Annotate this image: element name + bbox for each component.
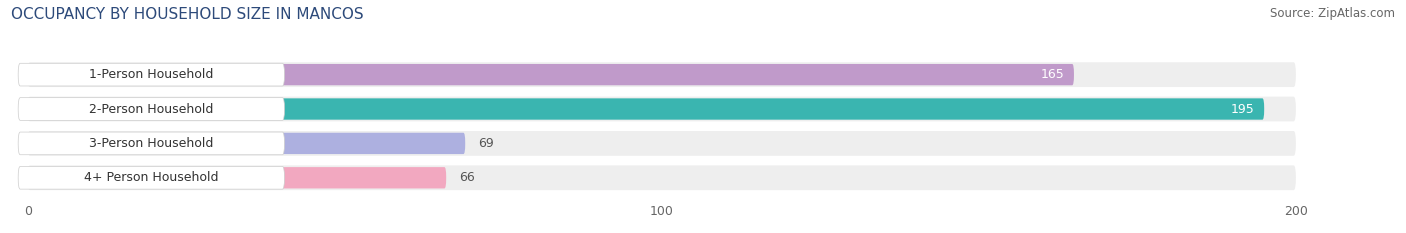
FancyBboxPatch shape bbox=[18, 166, 284, 189]
Text: 1-Person Household: 1-Person Household bbox=[89, 68, 214, 81]
FancyBboxPatch shape bbox=[18, 132, 284, 155]
Text: OCCUPANCY BY HOUSEHOLD SIZE IN MANCOS: OCCUPANCY BY HOUSEHOLD SIZE IN MANCOS bbox=[11, 7, 364, 22]
FancyBboxPatch shape bbox=[28, 98, 1264, 120]
Text: 69: 69 bbox=[478, 137, 494, 150]
FancyBboxPatch shape bbox=[28, 64, 1074, 85]
FancyBboxPatch shape bbox=[28, 133, 465, 154]
FancyBboxPatch shape bbox=[18, 98, 284, 120]
FancyBboxPatch shape bbox=[28, 97, 1296, 121]
FancyBboxPatch shape bbox=[28, 131, 1296, 156]
Text: 3-Person Household: 3-Person Household bbox=[89, 137, 214, 150]
Text: 195: 195 bbox=[1230, 103, 1254, 116]
Text: 2-Person Household: 2-Person Household bbox=[89, 103, 214, 116]
FancyBboxPatch shape bbox=[28, 165, 1296, 190]
Text: Source: ZipAtlas.com: Source: ZipAtlas.com bbox=[1270, 7, 1395, 20]
Text: 165: 165 bbox=[1040, 68, 1064, 81]
Text: 4+ Person Household: 4+ Person Household bbox=[84, 171, 218, 184]
FancyBboxPatch shape bbox=[28, 167, 446, 188]
FancyBboxPatch shape bbox=[18, 63, 284, 86]
FancyBboxPatch shape bbox=[28, 62, 1296, 87]
Text: 66: 66 bbox=[458, 171, 475, 184]
